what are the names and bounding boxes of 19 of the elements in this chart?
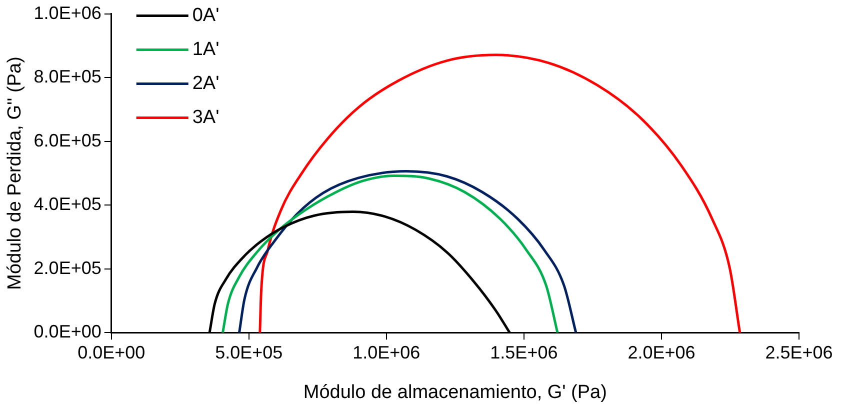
- x-tick-label: 2.0E+06: [628, 342, 696, 362]
- x-tick-label: 5.0E+05: [215, 342, 283, 362]
- y-tick-label: 1.0E+06: [34, 2, 102, 23]
- x-tick-label: 0.0E+00: [78, 342, 146, 362]
- legend-label: 3A': [192, 107, 220, 128]
- line-series: [258, 54, 742, 333]
- legend-label: 1A': [192, 39, 220, 60]
- y-tick-label: 0.0E+00: [34, 322, 102, 342]
- x-tick-label: 1.5E+06: [490, 342, 558, 362]
- y-tick-label: 6.0E+05: [34, 130, 102, 150]
- y-tick-label: 8.0E+05: [34, 66, 102, 87]
- y-tick-label: 2.0E+05: [34, 258, 102, 278]
- x-tick-label: 1.0E+06: [352, 342, 420, 362]
- y-axis-title: Módulo de Perdida, G'' (Pa): [4, 56, 26, 290]
- legend-label: 0A': [192, 5, 220, 26]
- y-tick-label: 4.0E+05: [34, 194, 102, 214]
- x-axis-title: Módulo de almacenamiento, G' (Pa): [303, 382, 607, 403]
- legend-label: 2A': [192, 73, 220, 94]
- x-tick-label: 2.5E+06: [765, 342, 833, 362]
